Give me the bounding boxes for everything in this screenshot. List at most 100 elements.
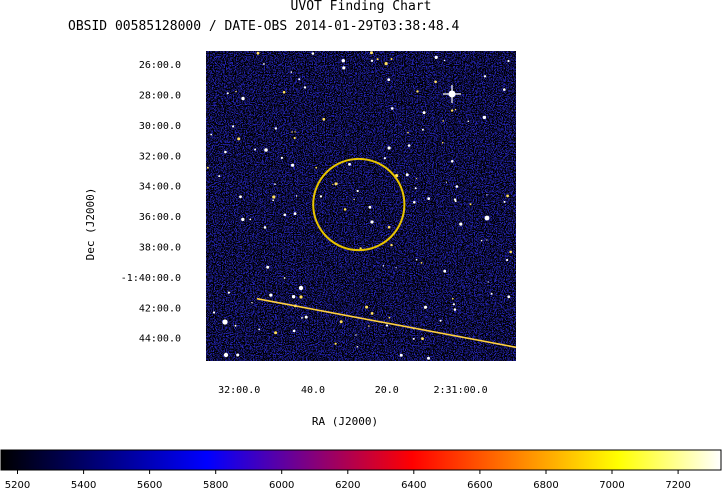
- bright-star: [370, 220, 374, 224]
- star: [332, 183, 334, 185]
- star: [387, 78, 391, 81]
- star: [506, 194, 509, 198]
- ra-tick-label: 40.0: [301, 385, 325, 396]
- star: [412, 337, 415, 340]
- dec-tick-label: 36:00.0: [139, 212, 181, 223]
- star: [390, 107, 394, 110]
- star: [294, 131, 296, 133]
- star: [483, 75, 487, 78]
- star: [304, 315, 308, 319]
- star: [274, 331, 278, 335]
- star: [454, 108, 457, 111]
- colorbar-tick-label: 6400: [401, 480, 426, 489]
- star: [507, 295, 511, 299]
- star: [272, 199, 275, 202]
- star: [390, 58, 393, 60]
- star: [454, 200, 457, 203]
- star: [443, 269, 447, 273]
- chart-subtitle: OBSID 00585128000 / DATE-OBS 2014-01-29T…: [68, 19, 460, 34]
- star: [399, 353, 403, 357]
- star: [415, 178, 418, 180]
- star: [388, 316, 391, 319]
- dec-tick-label: 42:00.0: [139, 303, 181, 314]
- star: [385, 324, 389, 327]
- star: [413, 201, 416, 204]
- dec-tick-label: 28:00.0: [139, 91, 181, 102]
- star: [368, 325, 370, 327]
- star: [416, 90, 419, 93]
- star: [370, 312, 374, 315]
- star: [387, 146, 391, 150]
- star: [298, 78, 301, 81]
- star: [407, 144, 411, 147]
- star: [507, 59, 510, 63]
- star: [382, 265, 385, 267]
- star: [280, 156, 283, 159]
- colorbar-tick-label: 7000: [599, 480, 624, 489]
- star: [227, 291, 230, 294]
- star: [226, 92, 229, 95]
- star: [503, 200, 506, 203]
- ra-tick-label: 2:31:00.0: [434, 385, 488, 396]
- star: [452, 303, 455, 306]
- star: [355, 334, 357, 336]
- star: [291, 131, 293, 133]
- star: [420, 262, 423, 264]
- star: [427, 197, 431, 201]
- star: [407, 131, 409, 134]
- star: [486, 239, 488, 241]
- star: [232, 125, 235, 128]
- star: [210, 133, 213, 136]
- star: [490, 292, 493, 295]
- star: [274, 127, 277, 130]
- star: [293, 212, 297, 216]
- star: [290, 71, 293, 73]
- star: [341, 59, 345, 63]
- ra-ticks: 32:00.0 40.0 20.0 2:31:00.0: [218, 385, 488, 396]
- star: [467, 120, 470, 123]
- star: [218, 175, 221, 178]
- star: [370, 59, 374, 62]
- star: [469, 203, 472, 206]
- star: [339, 320, 343, 324]
- dec-tick-label: -1:40:00.0: [121, 273, 181, 284]
- star: [237, 137, 241, 141]
- star: [356, 346, 359, 348]
- star: [241, 96, 245, 101]
- colorbar-tick-label: 6000: [269, 480, 294, 489]
- bright-star: [222, 319, 228, 325]
- star: [291, 163, 295, 167]
- y-axis-label: Dec (J2000): [84, 188, 97, 261]
- star: [459, 222, 463, 226]
- star: [450, 109, 454, 112]
- star: [322, 117, 326, 121]
- star: [311, 52, 315, 55]
- star: [282, 90, 286, 94]
- star: [348, 162, 351, 166]
- star: [384, 62, 388, 66]
- star: [482, 115, 487, 120]
- star: [272, 195, 276, 199]
- x-axis-label: RA (J2000): [312, 415, 378, 428]
- star: [359, 247, 362, 250]
- dec-tick-label: 30:00.0: [139, 121, 181, 132]
- colorbar-tick-label: 5400: [71, 480, 96, 489]
- star: [258, 328, 261, 331]
- star: [319, 195, 323, 198]
- star: [266, 265, 270, 269]
- star: [370, 51, 373, 55]
- star: [283, 277, 286, 279]
- star: [450, 160, 454, 163]
- star: [442, 120, 445, 122]
- star: [336, 182, 338, 185]
- dec-tick-label: 44:00.0: [139, 334, 181, 345]
- star: [356, 189, 359, 193]
- star: [486, 194, 488, 196]
- star: [421, 337, 424, 340]
- star: [455, 185, 459, 188]
- dec-ticks: 26:00.0 28:00.0 30:00.0 32:00.0 34:00.0 36:00…: [121, 60, 181, 345]
- star: [295, 195, 298, 197]
- star: [376, 58, 379, 61]
- dec-tick-label: 26:00.0: [139, 60, 181, 71]
